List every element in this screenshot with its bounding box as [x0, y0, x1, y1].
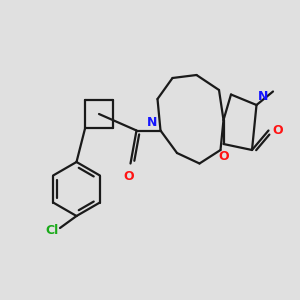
Text: N: N — [258, 90, 268, 103]
Text: O: O — [124, 169, 134, 182]
Text: N: N — [147, 116, 158, 129]
Text: Cl: Cl — [45, 224, 58, 237]
Text: O: O — [272, 124, 283, 137]
Text: O: O — [218, 150, 229, 163]
